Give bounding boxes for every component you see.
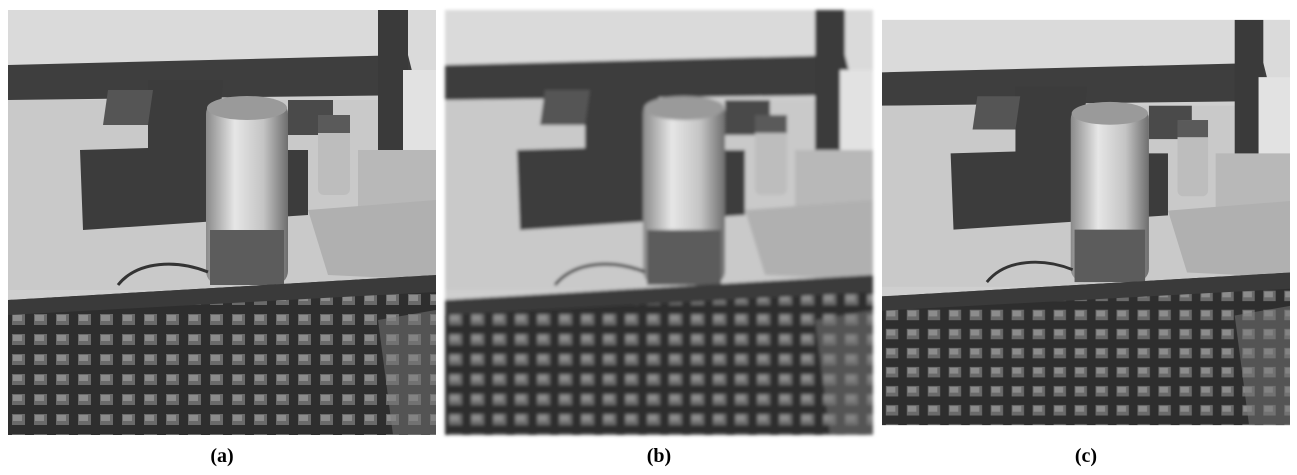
- caption: (b): [647, 445, 671, 467]
- image-a: [8, 10, 436, 435]
- image-b-group: [445, 10, 873, 435]
- caption: (c): [1075, 445, 1097, 467]
- image-c: [882, 20, 1290, 425]
- image-b: [445, 10, 873, 435]
- figure: (a) (b) (c): [0, 0, 1297, 470]
- caption: (a): [210, 445, 233, 467]
